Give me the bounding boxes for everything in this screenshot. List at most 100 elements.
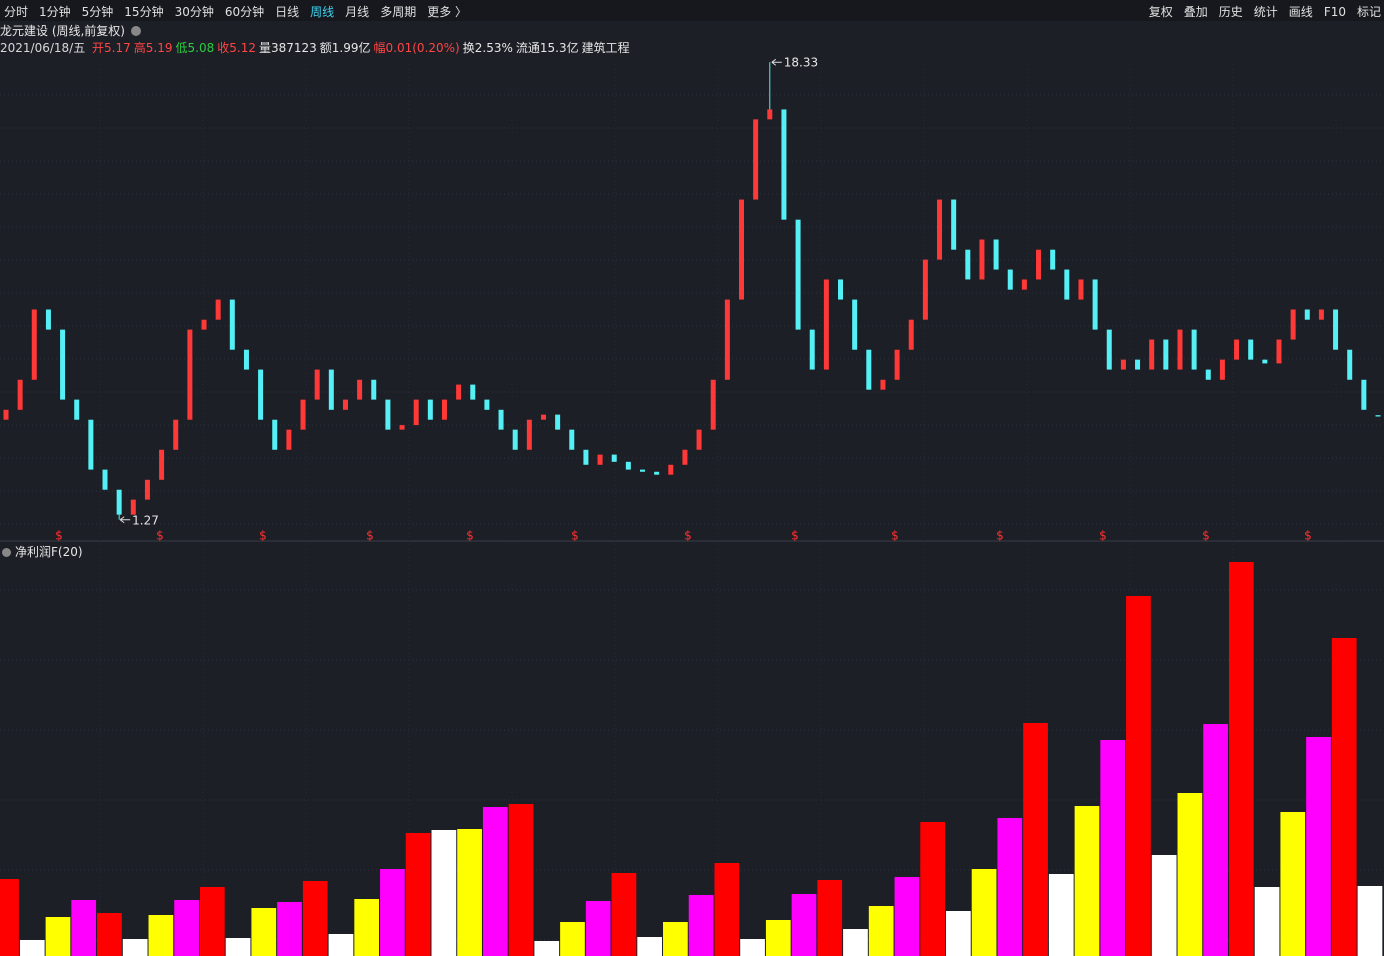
candle-body xyxy=(229,299,235,350)
bar xyxy=(868,906,894,956)
tool-button[interactable]: 历史 xyxy=(1218,5,1243,19)
candle-body xyxy=(342,399,348,410)
bar xyxy=(894,877,920,956)
candle-body xyxy=(1007,269,1013,290)
candle-body xyxy=(45,309,51,330)
bar xyxy=(1228,562,1254,956)
candle-body xyxy=(809,329,815,370)
candle-body xyxy=(937,199,943,260)
period-tab[interactable]: 15分钟 xyxy=(124,5,164,19)
bar xyxy=(0,879,19,956)
candle-body xyxy=(1191,329,1197,370)
high-label: 18.33 xyxy=(784,56,818,70)
candle-body xyxy=(272,419,278,450)
candle-body xyxy=(979,239,985,280)
candle-body xyxy=(654,471,660,475)
quote-line: 2021/06/18/五 开5.17 高5.19 低5.08 收5.12 量387123… xyxy=(0,39,633,56)
candle-body xyxy=(625,461,631,470)
bar xyxy=(431,830,457,956)
bar xyxy=(354,899,380,956)
candle-body xyxy=(484,399,490,410)
candle-body xyxy=(866,349,872,390)
candle-body xyxy=(555,414,561,430)
bar xyxy=(688,895,714,956)
bar xyxy=(791,894,817,956)
candle-body xyxy=(144,479,150,500)
event-marker: $ xyxy=(996,529,1004,543)
candle-body xyxy=(993,239,999,270)
candle-body xyxy=(1078,279,1084,300)
candle-body xyxy=(922,259,928,320)
period-tab[interactable]: 5分钟 xyxy=(81,5,114,19)
candle-body xyxy=(1234,339,1240,360)
bar xyxy=(1023,723,1048,956)
candle-body xyxy=(1092,279,1098,330)
period-tab[interactable]: 日线 xyxy=(275,5,300,19)
bar xyxy=(946,911,971,956)
candle-body xyxy=(1347,349,1353,380)
period-tab[interactable]: 多周期 xyxy=(380,5,417,19)
bar xyxy=(534,941,560,956)
tool-button[interactable]: 复权 xyxy=(1148,5,1173,19)
period-tab[interactable]: 1分钟 xyxy=(39,5,71,19)
candle-body xyxy=(1036,249,1042,280)
quote-item: 幅0.01(0.20%) xyxy=(373,41,460,55)
candle-body xyxy=(838,279,844,300)
bar xyxy=(585,901,611,956)
bar xyxy=(920,822,945,956)
bar xyxy=(1048,874,1074,956)
tool-menu: 复权 叠加 历史 统计 画线 F10 标记 xyxy=(1149,3,1384,20)
bar xyxy=(1151,855,1177,956)
candle-body xyxy=(1262,359,1268,364)
bar xyxy=(1331,638,1357,956)
bar xyxy=(71,900,97,956)
candle-body xyxy=(781,109,787,220)
candle-body xyxy=(173,419,179,450)
candle-body xyxy=(1248,339,1254,360)
candle-body xyxy=(1375,415,1381,417)
candle-body xyxy=(739,199,745,300)
bar xyxy=(663,922,688,956)
candle-body xyxy=(894,349,900,380)
low-arrow xyxy=(119,516,131,524)
event-marker: $ xyxy=(55,529,63,543)
period-tab[interactable]: 60分钟 xyxy=(224,5,265,19)
candle-body xyxy=(3,409,9,420)
quote-item: 流通15.3亿 xyxy=(515,41,579,55)
candle-body xyxy=(102,469,108,490)
tool-button[interactable]: 统计 xyxy=(1253,5,1278,19)
candle-body xyxy=(951,199,957,250)
candle-body xyxy=(1163,339,1169,370)
candle-body xyxy=(441,399,447,420)
period-tab[interactable]: 月线 xyxy=(345,5,370,19)
tool-button[interactable]: 叠加 xyxy=(1183,5,1208,19)
period-tab[interactable]: 更多 〉 xyxy=(427,5,468,19)
period-tab[interactable]: 分时 xyxy=(4,5,29,19)
tool-button[interactable]: F10 xyxy=(1323,5,1346,19)
candle-body xyxy=(130,499,136,515)
candle-body xyxy=(908,319,914,350)
candle-body xyxy=(1361,379,1367,410)
event-marker: $ xyxy=(791,529,799,543)
candle-body xyxy=(17,379,23,410)
candle-body xyxy=(696,429,702,450)
bar xyxy=(482,807,508,956)
bar xyxy=(302,881,328,956)
quote-item: 高5.19 xyxy=(133,41,173,55)
candle-body xyxy=(498,409,504,430)
candle-body xyxy=(470,384,476,400)
bar xyxy=(1074,806,1100,956)
quote-item: 换2.53% xyxy=(462,41,513,55)
period-tab[interactable]: 30分钟 xyxy=(174,5,214,19)
low-label: 1.27 xyxy=(132,513,159,527)
bar xyxy=(97,913,122,956)
bar xyxy=(817,880,843,956)
tool-button[interactable]: 标记 xyxy=(1356,5,1381,19)
bar xyxy=(199,887,225,956)
tool-button[interactable]: 画线 xyxy=(1288,5,1313,19)
period-tabs: 分时 1分钟 5分钟 15分钟 30分钟 60分钟 日线 周线 月线 多周期 更多 〉 xyxy=(4,3,478,20)
quote-item: 收5.12 xyxy=(217,41,256,55)
period-tab[interactable]: 周线 xyxy=(310,5,335,19)
high-arrow xyxy=(771,58,782,66)
